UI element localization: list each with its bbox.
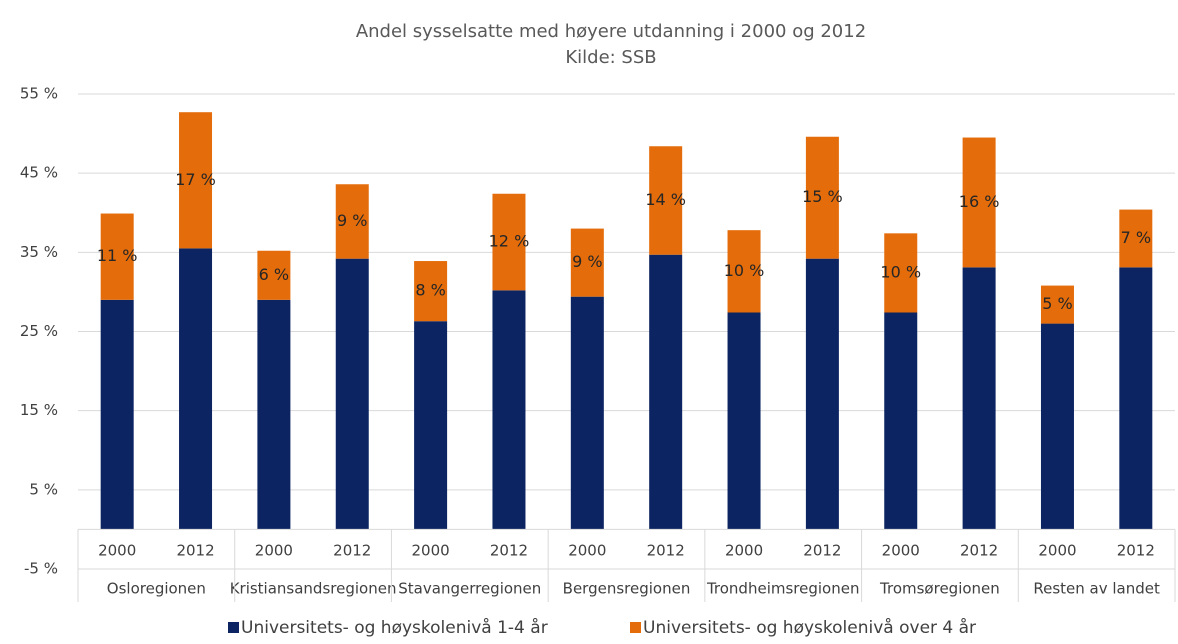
bar-segment [414, 261, 448, 322]
legend-swatch [630, 622, 641, 633]
bar-segment [962, 137, 996, 268]
y-tick-label: 45 % [20, 164, 58, 182]
x-tick-label: 2000 [568, 542, 606, 560]
bar-segment [1040, 323, 1074, 530]
bar-segment [179, 248, 213, 530]
group-label: Osloregionen [107, 580, 206, 598]
bar-segment [335, 258, 369, 530]
legend-label: Universitets- og høyskolenivå over 4 år [643, 617, 976, 638]
data-label: 10 % [880, 262, 921, 281]
data-label: 5 % [1042, 294, 1072, 313]
data-label: 8 % [415, 281, 445, 300]
y-tick-label: 25 % [20, 322, 58, 340]
data-label: 6 % [259, 265, 289, 284]
group-label: Resten av landet [1033, 580, 1160, 598]
group-label: Bergensregionen [563, 580, 691, 598]
y-tick-label: -5 % [24, 560, 58, 578]
bar-segment [100, 213, 134, 300]
bar-segment [884, 312, 918, 530]
data-label: 16 % [959, 192, 1000, 211]
data-label: 7 % [1121, 228, 1151, 247]
x-tick-label: 2012 [1117, 542, 1155, 560]
x-tick-label: 2000 [255, 542, 293, 560]
x-tick-label: 2000 [98, 542, 136, 560]
x-tick-label: 2000 [1038, 542, 1076, 560]
bar-segment [492, 193, 526, 291]
x-tick-label: 2012 [960, 542, 998, 560]
bar-segment [1040, 285, 1074, 324]
data-label: 15 % [802, 187, 843, 206]
bar-segment [805, 258, 839, 530]
x-tick-label: 2012 [333, 542, 371, 560]
y-tick-label: 35 % [20, 243, 58, 261]
bar-segment [649, 254, 683, 530]
bar-segment [570, 296, 604, 530]
legend-swatch [228, 622, 239, 633]
bar-segment [1119, 267, 1153, 530]
data-label: 12 % [489, 232, 530, 251]
y-tick-label: 5 % [29, 480, 58, 498]
bar-segment [257, 250, 291, 300]
group-label: Stavangerregionen [398, 580, 541, 598]
x-tick-label: 2012 [176, 542, 214, 560]
y-tick-label: 15 % [20, 401, 58, 419]
data-label: 14 % [645, 190, 686, 209]
group-label: Trondheimsregionen [706, 580, 860, 598]
bar-segment [179, 112, 213, 249]
bar-segment [100, 299, 134, 530]
x-tick-label: 2012 [647, 542, 685, 560]
data-label: 17 % [175, 170, 216, 189]
chart-subtitle: Kilde: SSB [565, 47, 656, 68]
group-label: Kristiansandsregionen [230, 580, 397, 598]
x-tick-label: 2012 [490, 542, 528, 560]
bar-segment [649, 146, 683, 255]
bar-segment [492, 290, 526, 530]
bar-segment [1119, 209, 1153, 268]
bar-segment [335, 184, 369, 259]
bar-segment [257, 299, 291, 530]
data-label: 9 % [572, 252, 602, 271]
legend-label: Universitets- og høyskolenivå 1-4 år [241, 617, 548, 638]
bar-segment [570, 228, 604, 297]
chart-title: Andel sysselsatte med høyere utdanning i… [356, 21, 866, 42]
x-tick-label: 2000 [882, 542, 920, 560]
bar-segment [805, 136, 839, 259]
bar-segment [727, 312, 761, 530]
data-label: 11 % [97, 246, 138, 265]
bar-segment [414, 321, 448, 530]
data-label: 9 % [337, 211, 367, 230]
bar-segment [884, 233, 918, 313]
group-label: Tromsøregionen [879, 580, 1000, 598]
x-tick-label: 2012 [803, 542, 841, 560]
bar-segment [962, 267, 996, 530]
x-tick-label: 2000 [412, 542, 450, 560]
bar-segment [727, 230, 761, 313]
y-tick-label: 55 % [20, 85, 58, 103]
x-tick-label: 2000 [725, 542, 763, 560]
data-label: 10 % [724, 261, 765, 280]
